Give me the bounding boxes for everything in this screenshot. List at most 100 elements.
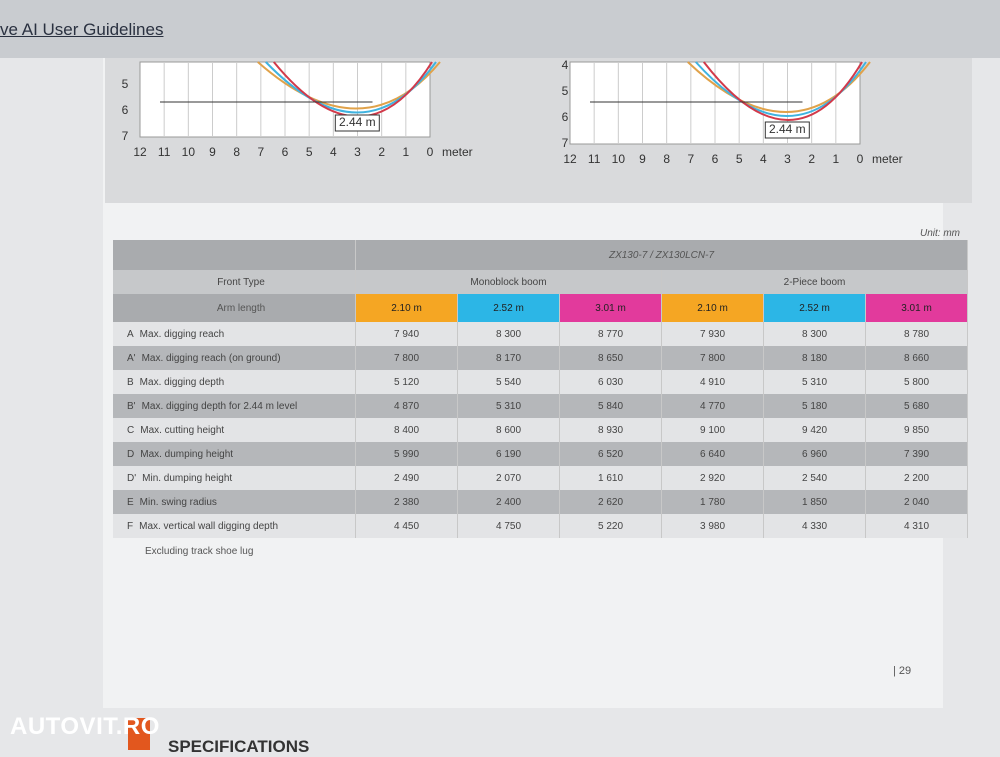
cell: 8 170 [457, 346, 560, 370]
row-code: B' [127, 400, 136, 412]
cell: 7 800 [661, 346, 764, 370]
cell: 1 610 [559, 466, 662, 490]
cell: 9 420 [763, 418, 866, 442]
cell: 7 930 [661, 322, 764, 346]
cell: 8 180 [763, 346, 866, 370]
cell: 5 310 [763, 370, 866, 394]
row-code: A [127, 328, 134, 340]
row-name: Max. digging depth for 2.44 m level [141, 400, 298, 412]
cell: 8 780 [865, 322, 968, 346]
data-row: C Max. cutting height 8 400 8 600 8 930 9 100… [113, 418, 968, 442]
x-label: 6 [282, 145, 289, 159]
cell: 6 030 [559, 370, 662, 394]
row-label: A Max. digging reach [113, 322, 356, 346]
section-heading: SPECIFICATIONS [168, 737, 310, 756]
data-row: A' Max. digging reach (on ground) 7 800 8 1… [113, 346, 968, 370]
x-label: 3 [354, 145, 361, 159]
cell: 2 620 [559, 490, 662, 514]
spec-table: ZX130-7 / ZX130LCN-7 Front Type Monoblock … [113, 240, 968, 538]
cell: 1 780 [661, 490, 764, 514]
cell: 2 920 [661, 466, 764, 490]
cell: 8 300 [457, 322, 560, 346]
cell: 2 400 [457, 490, 560, 514]
cell: 9 100 [661, 418, 764, 442]
arm-length-label: Arm length [113, 294, 356, 322]
x-label: 9 [639, 152, 646, 166]
row-name: Max. digging depth [139, 376, 225, 388]
cell: 2 040 [865, 490, 968, 514]
row-code: C [127, 424, 135, 436]
y-label: 7 [562, 136, 569, 150]
row-name: Max. dumping height [140, 448, 234, 460]
x-label: 10 [612, 152, 626, 166]
cell: 8 400 [355, 418, 458, 442]
data-row: B' Max. digging depth for 2.44 m level 4 8… [113, 394, 968, 418]
browser-bar [0, 0, 1000, 58]
arm-length: 3.01 m [559, 294, 662, 322]
cell: 8 600 [457, 418, 560, 442]
arm-length: 2.52 m [763, 294, 866, 322]
y-label: 4 [562, 58, 569, 72]
x-label: 3 [784, 152, 791, 166]
cell: 8 300 [763, 322, 866, 346]
cell: 9 850 [865, 418, 968, 442]
cell: 5 310 [457, 394, 560, 418]
x-label: 0 [857, 152, 864, 166]
data-row: D' Min. dumping height 2 490 2 070 1 610 2 92… [113, 466, 968, 490]
model: ZX130-7 / ZX130LCN-7 [355, 240, 968, 270]
y-label: 6 [562, 110, 569, 124]
row-label: D Max. dumping height [113, 442, 356, 466]
header-row: Arm length 2.10 m 2.52 m 3.01 m 2.10 m 2.52 m… [113, 294, 968, 322]
cell: 4 910 [661, 370, 764, 394]
row-name: Max. digging reach (on ground) [141, 352, 281, 364]
x-label: 5 [736, 152, 743, 166]
data-row: E Min. swing radius 2 380 2 400 2 620 1 780 1 … [113, 490, 968, 514]
cell: 5 990 [355, 442, 458, 466]
data-row: F Max. vertical wall digging depth 4 450 4 … [113, 514, 968, 538]
reach-curve [265, 61, 437, 114]
row-label: D' Min. dumping height [113, 466, 356, 490]
data-row: D Max. dumping height 5 990 6 190 6 520 6 640… [113, 442, 968, 466]
dimension-box [764, 121, 810, 139]
arm-length: 2.10 m [355, 294, 458, 322]
row-name: Max. vertical wall digging depth [139, 520, 279, 532]
x-label: 12 [563, 152, 577, 166]
cell: 6 520 [559, 442, 662, 466]
cell: 4 310 [865, 514, 968, 538]
x-label: 9 [209, 145, 216, 159]
row-code: D [127, 448, 135, 460]
watermark: AUTOVIT.RO [10, 713, 160, 740]
arm-length: 2.10 m [661, 294, 764, 322]
unit: Unit: mm [920, 228, 960, 239]
front-type-label: Front Type [113, 270, 356, 294]
cell: 2 200 [865, 466, 968, 490]
cell: 2 490 [355, 466, 458, 490]
x-label: 11 [588, 152, 601, 166]
row-code: E [127, 496, 134, 508]
cell: 6 960 [763, 442, 866, 466]
arm-length: 3.01 m [865, 294, 968, 322]
row-label: B Max. digging depth [113, 370, 356, 394]
x-label: 8 [233, 145, 240, 159]
x-label: 4 [330, 145, 337, 159]
x-label: 1 [402, 145, 409, 159]
doc-title[interactable]: ve AI User Guidelines [0, 20, 164, 39]
row-name: Max. digging reach [139, 328, 225, 340]
x-label: 2 [808, 152, 815, 166]
y-label: 7 [122, 129, 129, 143]
cell: 2 070 [457, 466, 560, 490]
cell: 8 930 [559, 418, 662, 442]
cell: 5 540 [457, 370, 560, 394]
cell: 4 870 [355, 394, 458, 418]
row-code: B [127, 376, 134, 388]
x-label: 7 [687, 152, 694, 166]
row-name: Min. swing radius [139, 496, 217, 508]
arm-length: 2.52 m [457, 294, 560, 322]
row-name: Max. cutting height [140, 424, 225, 436]
cell: 5 120 [355, 370, 458, 394]
cell: 2 380 [355, 490, 458, 514]
cell: 5 680 [865, 394, 968, 418]
x-unit: meter [872, 152, 903, 166]
